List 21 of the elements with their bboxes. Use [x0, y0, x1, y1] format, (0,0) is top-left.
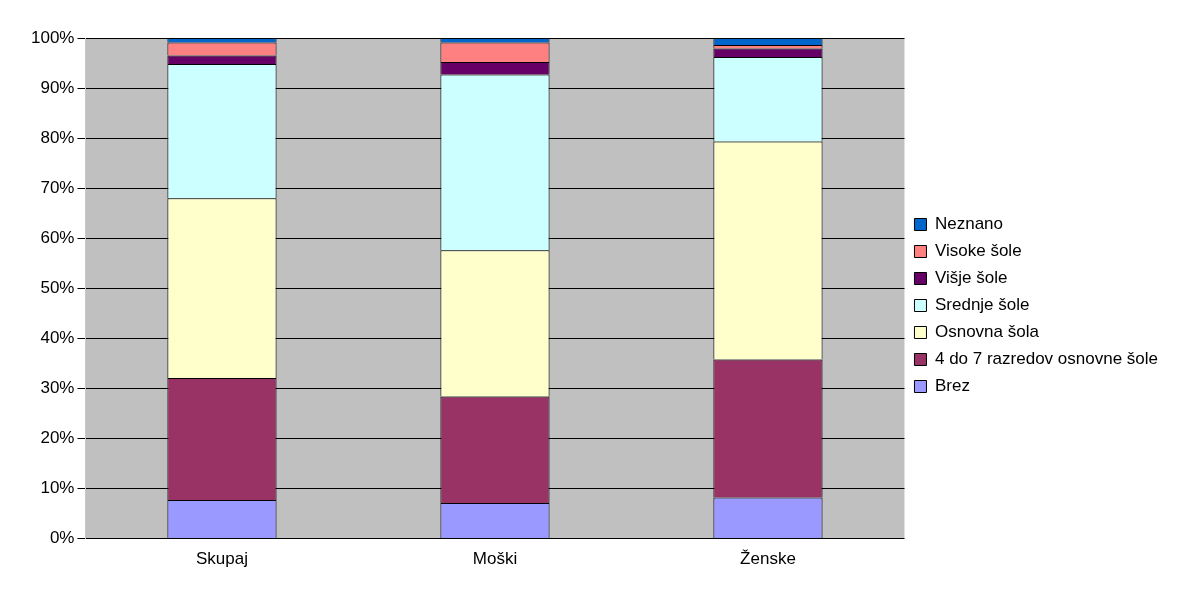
legend-label: Osnovna šola	[934, 322, 1040, 342]
y-tick-label: 20%	[40, 428, 75, 448]
y-tick-label: 80%	[40, 127, 75, 147]
y-tick-label: 60%	[40, 227, 75, 247]
legend-label: Srednje šole	[934, 295, 1030, 315]
legend-label: Neznano	[934, 214, 1004, 234]
y-tick-label: 40%	[40, 328, 75, 348]
y-tick-label: 70%	[40, 177, 75, 197]
legend-label: Brez	[934, 376, 970, 396]
legend-label: Višje šole	[934, 268, 1008, 288]
y-tick-label: 10%	[40, 478, 75, 498]
y-tick-label: 50%	[40, 277, 75, 297]
x-tick-label: Skupaj	[195, 549, 248, 569]
y-tick-label: 0%	[49, 528, 75, 548]
x-tick-label: Ženske	[740, 549, 796, 569]
legend-label: Visoke šole	[934, 241, 1022, 261]
x-tick-label: Moški	[472, 549, 518, 569]
y-tick-label: 30%	[40, 378, 75, 398]
y-tick-label: 100%	[31, 27, 75, 47]
legend-label: 4 do 7 razredov osnovne šole	[934, 349, 1159, 369]
y-tick-label: 90%	[40, 77, 75, 97]
